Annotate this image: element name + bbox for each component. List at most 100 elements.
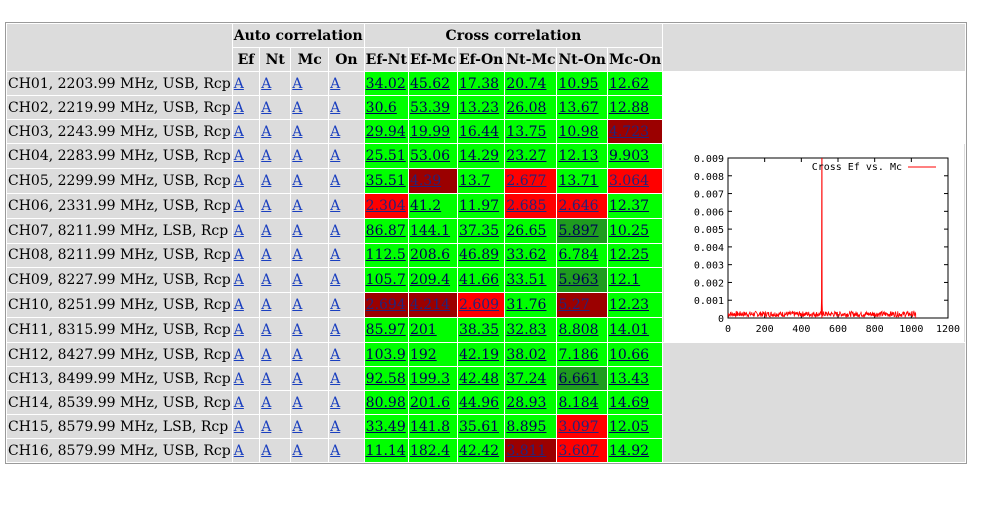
- auto-correlation-link[interactable]: A: [233, 222, 244, 239]
- auto-correlation-link[interactable]: A: [292, 418, 303, 435]
- auto-correlation-link[interactable]: A: [261, 75, 272, 92]
- auto-correlation-link[interactable]: A: [292, 123, 303, 140]
- auto-correlation-link[interactable]: A: [292, 75, 303, 92]
- cross-correlation-value-link[interactable]: 2.609: [458, 297, 500, 314]
- cross-correlation-value-link[interactable]: 7.186: [558, 346, 599, 363]
- cross-correlation-value-link[interactable]: 112.5: [365, 247, 406, 264]
- auto-correlation-link[interactable]: A: [261, 99, 272, 116]
- cross-correlation-value-link[interactable]: 26.08: [506, 99, 547, 116]
- cross-correlation-value-link[interactable]: 14.69: [608, 394, 650, 411]
- auto-correlation-link[interactable]: A: [261, 297, 272, 314]
- auto-correlation-link[interactable]: A: [233, 370, 244, 387]
- cross-correlation-value-link[interactable]: 8.184: [558, 394, 599, 411]
- auto-correlation-link[interactable]: A: [261, 418, 272, 435]
- cross-correlation-value-link[interactable]: 31.76: [506, 297, 547, 314]
- auto-correlation-link[interactable]: A: [233, 322, 244, 339]
- auto-correlation-link[interactable]: A: [261, 123, 272, 140]
- cross-correlation-value-link[interactable]: 2.304: [365, 197, 406, 214]
- cross-correlation-value-link[interactable]: 86.87: [365, 222, 406, 239]
- cross-correlation-value-link[interactable]: 10.66: [608, 346, 650, 363]
- auto-correlation-link[interactable]: A: [233, 172, 244, 189]
- cross-correlation-value-link[interactable]: 10.98: [558, 123, 599, 140]
- cross-correlation-value-link[interactable]: 38.02: [506, 346, 547, 363]
- cross-correlation-value-link[interactable]: 2.694: [365, 297, 406, 314]
- auto-correlation-link[interactable]: A: [330, 442, 341, 459]
- cross-correlation-value-link[interactable]: 37.35: [458, 222, 500, 239]
- cross-correlation-value-link[interactable]: 13.43: [608, 370, 650, 387]
- cross-correlation-value-link[interactable]: 14.92: [608, 442, 650, 459]
- auto-correlation-link[interactable]: A: [261, 394, 272, 411]
- cross-correlation-value-link[interactable]: 34.02: [365, 75, 406, 92]
- auto-correlation-link[interactable]: A: [330, 247, 341, 264]
- auto-correlation-link[interactable]: A: [233, 99, 244, 116]
- auto-correlation-link[interactable]: A: [261, 172, 272, 189]
- cross-correlation-value-link[interactable]: 2.685: [506, 197, 547, 214]
- auto-correlation-link[interactable]: A: [330, 172, 341, 189]
- auto-correlation-link[interactable]: A: [292, 442, 303, 459]
- cross-correlation-value-link[interactable]: 5.963: [558, 272, 599, 289]
- cross-correlation-value-link[interactable]: 9.903: [608, 147, 650, 164]
- cross-correlation-value-link[interactable]: 14.01: [608, 322, 650, 339]
- auto-correlation-link[interactable]: A: [233, 442, 244, 459]
- auto-correlation-link[interactable]: A: [330, 394, 341, 411]
- cross-correlation-value-link[interactable]: 13.7: [458, 172, 491, 189]
- cross-correlation-value-link[interactable]: 20.74: [506, 75, 547, 92]
- cross-correlation-value-link[interactable]: 33.51: [506, 272, 547, 289]
- cross-correlation-value-link[interactable]: 3.064: [608, 172, 650, 189]
- cross-correlation-value-link[interactable]: 42.42: [458, 442, 500, 459]
- cross-correlation-value-link[interactable]: 12.1: [608, 272, 641, 289]
- cross-correlation-value-link[interactable]: 41.2: [409, 197, 442, 214]
- cross-correlation-value-link[interactable]: 38.35: [458, 322, 500, 339]
- cross-correlation-value-link[interactable]: 32.83: [506, 322, 547, 339]
- cross-correlation-value-link[interactable]: 12.13: [558, 147, 599, 164]
- auto-correlation-link[interactable]: A: [233, 147, 244, 164]
- auto-correlation-link[interactable]: A: [261, 272, 272, 289]
- cross-correlation-value-link[interactable]: 10.25: [608, 222, 650, 239]
- cross-correlation-value-link[interactable]: 35.61: [458, 418, 500, 435]
- auto-correlation-link[interactable]: A: [330, 222, 341, 239]
- cross-correlation-value-link[interactable]: 4.214: [409, 297, 451, 314]
- cross-correlation-value-link[interactable]: 53.39: [409, 99, 451, 116]
- cross-correlation-value-link[interactable]: 33.62: [506, 247, 547, 264]
- auto-correlation-link[interactable]: A: [292, 394, 303, 411]
- auto-correlation-link[interactable]: A: [261, 147, 272, 164]
- auto-correlation-link[interactable]: A: [330, 418, 341, 435]
- cross-correlation-value-link[interactable]: 26.65: [506, 222, 547, 239]
- cross-correlation-value-link[interactable]: 141.8: [409, 418, 451, 435]
- auto-correlation-link[interactable]: A: [292, 322, 303, 339]
- auto-correlation-link[interactable]: A: [233, 418, 244, 435]
- cross-correlation-value-link[interactable]: 201.6: [409, 394, 451, 411]
- auto-correlation-link[interactable]: A: [233, 247, 244, 264]
- cross-correlation-value-link[interactable]: 3.097: [558, 418, 599, 435]
- auto-correlation-link[interactable]: A: [292, 370, 303, 387]
- cross-correlation-value-link[interactable]: 4.39: [409, 172, 442, 189]
- cross-correlation-value-link[interactable]: 3.811: [506, 442, 547, 459]
- cross-correlation-value-link[interactable]: 12.23: [608, 297, 650, 314]
- cross-correlation-value-link[interactable]: 103.9: [365, 346, 406, 363]
- cross-correlation-value-link[interactable]: 11.14: [365, 442, 406, 459]
- auto-correlation-link[interactable]: A: [261, 222, 272, 239]
- cross-correlation-value-link[interactable]: 46.89: [458, 247, 500, 264]
- cross-correlation-value-link[interactable]: 12.88: [608, 99, 650, 116]
- auto-correlation-link[interactable]: A: [330, 346, 341, 363]
- cross-correlation-value-link[interactable]: 25.51: [365, 147, 406, 164]
- auto-correlation-link[interactable]: A: [292, 172, 303, 189]
- auto-correlation-link[interactable]: A: [292, 297, 303, 314]
- auto-correlation-link[interactable]: A: [292, 147, 303, 164]
- cross-correlation-value-link[interactable]: 12.05: [608, 418, 650, 435]
- cross-correlation-value-link[interactable]: 2.646: [558, 197, 599, 214]
- cross-correlation-value-link[interactable]: 12.25: [608, 247, 650, 264]
- cross-correlation-value-link[interactable]: 208.6: [409, 247, 451, 264]
- cross-correlation-value-link[interactable]: 2.677: [506, 172, 547, 189]
- cross-correlation-value-link[interactable]: 13.23: [458, 99, 500, 116]
- cross-correlation-value-link[interactable]: 19.99: [409, 123, 451, 140]
- cross-correlation-value-link[interactable]: 29.94: [365, 123, 406, 140]
- cross-correlation-value-link[interactable]: 53.06: [409, 147, 451, 164]
- cross-correlation-value-link[interactable]: 6.784: [558, 247, 599, 264]
- auto-correlation-link[interactable]: A: [330, 297, 341, 314]
- auto-correlation-link[interactable]: A: [261, 346, 272, 363]
- auto-correlation-link[interactable]: A: [330, 123, 341, 140]
- cross-correlation-value-link[interactable]: 6.661: [558, 370, 599, 387]
- cross-correlation-value-link[interactable]: 85.97: [365, 322, 406, 339]
- cross-correlation-value-link[interactable]: 5.897: [558, 222, 599, 239]
